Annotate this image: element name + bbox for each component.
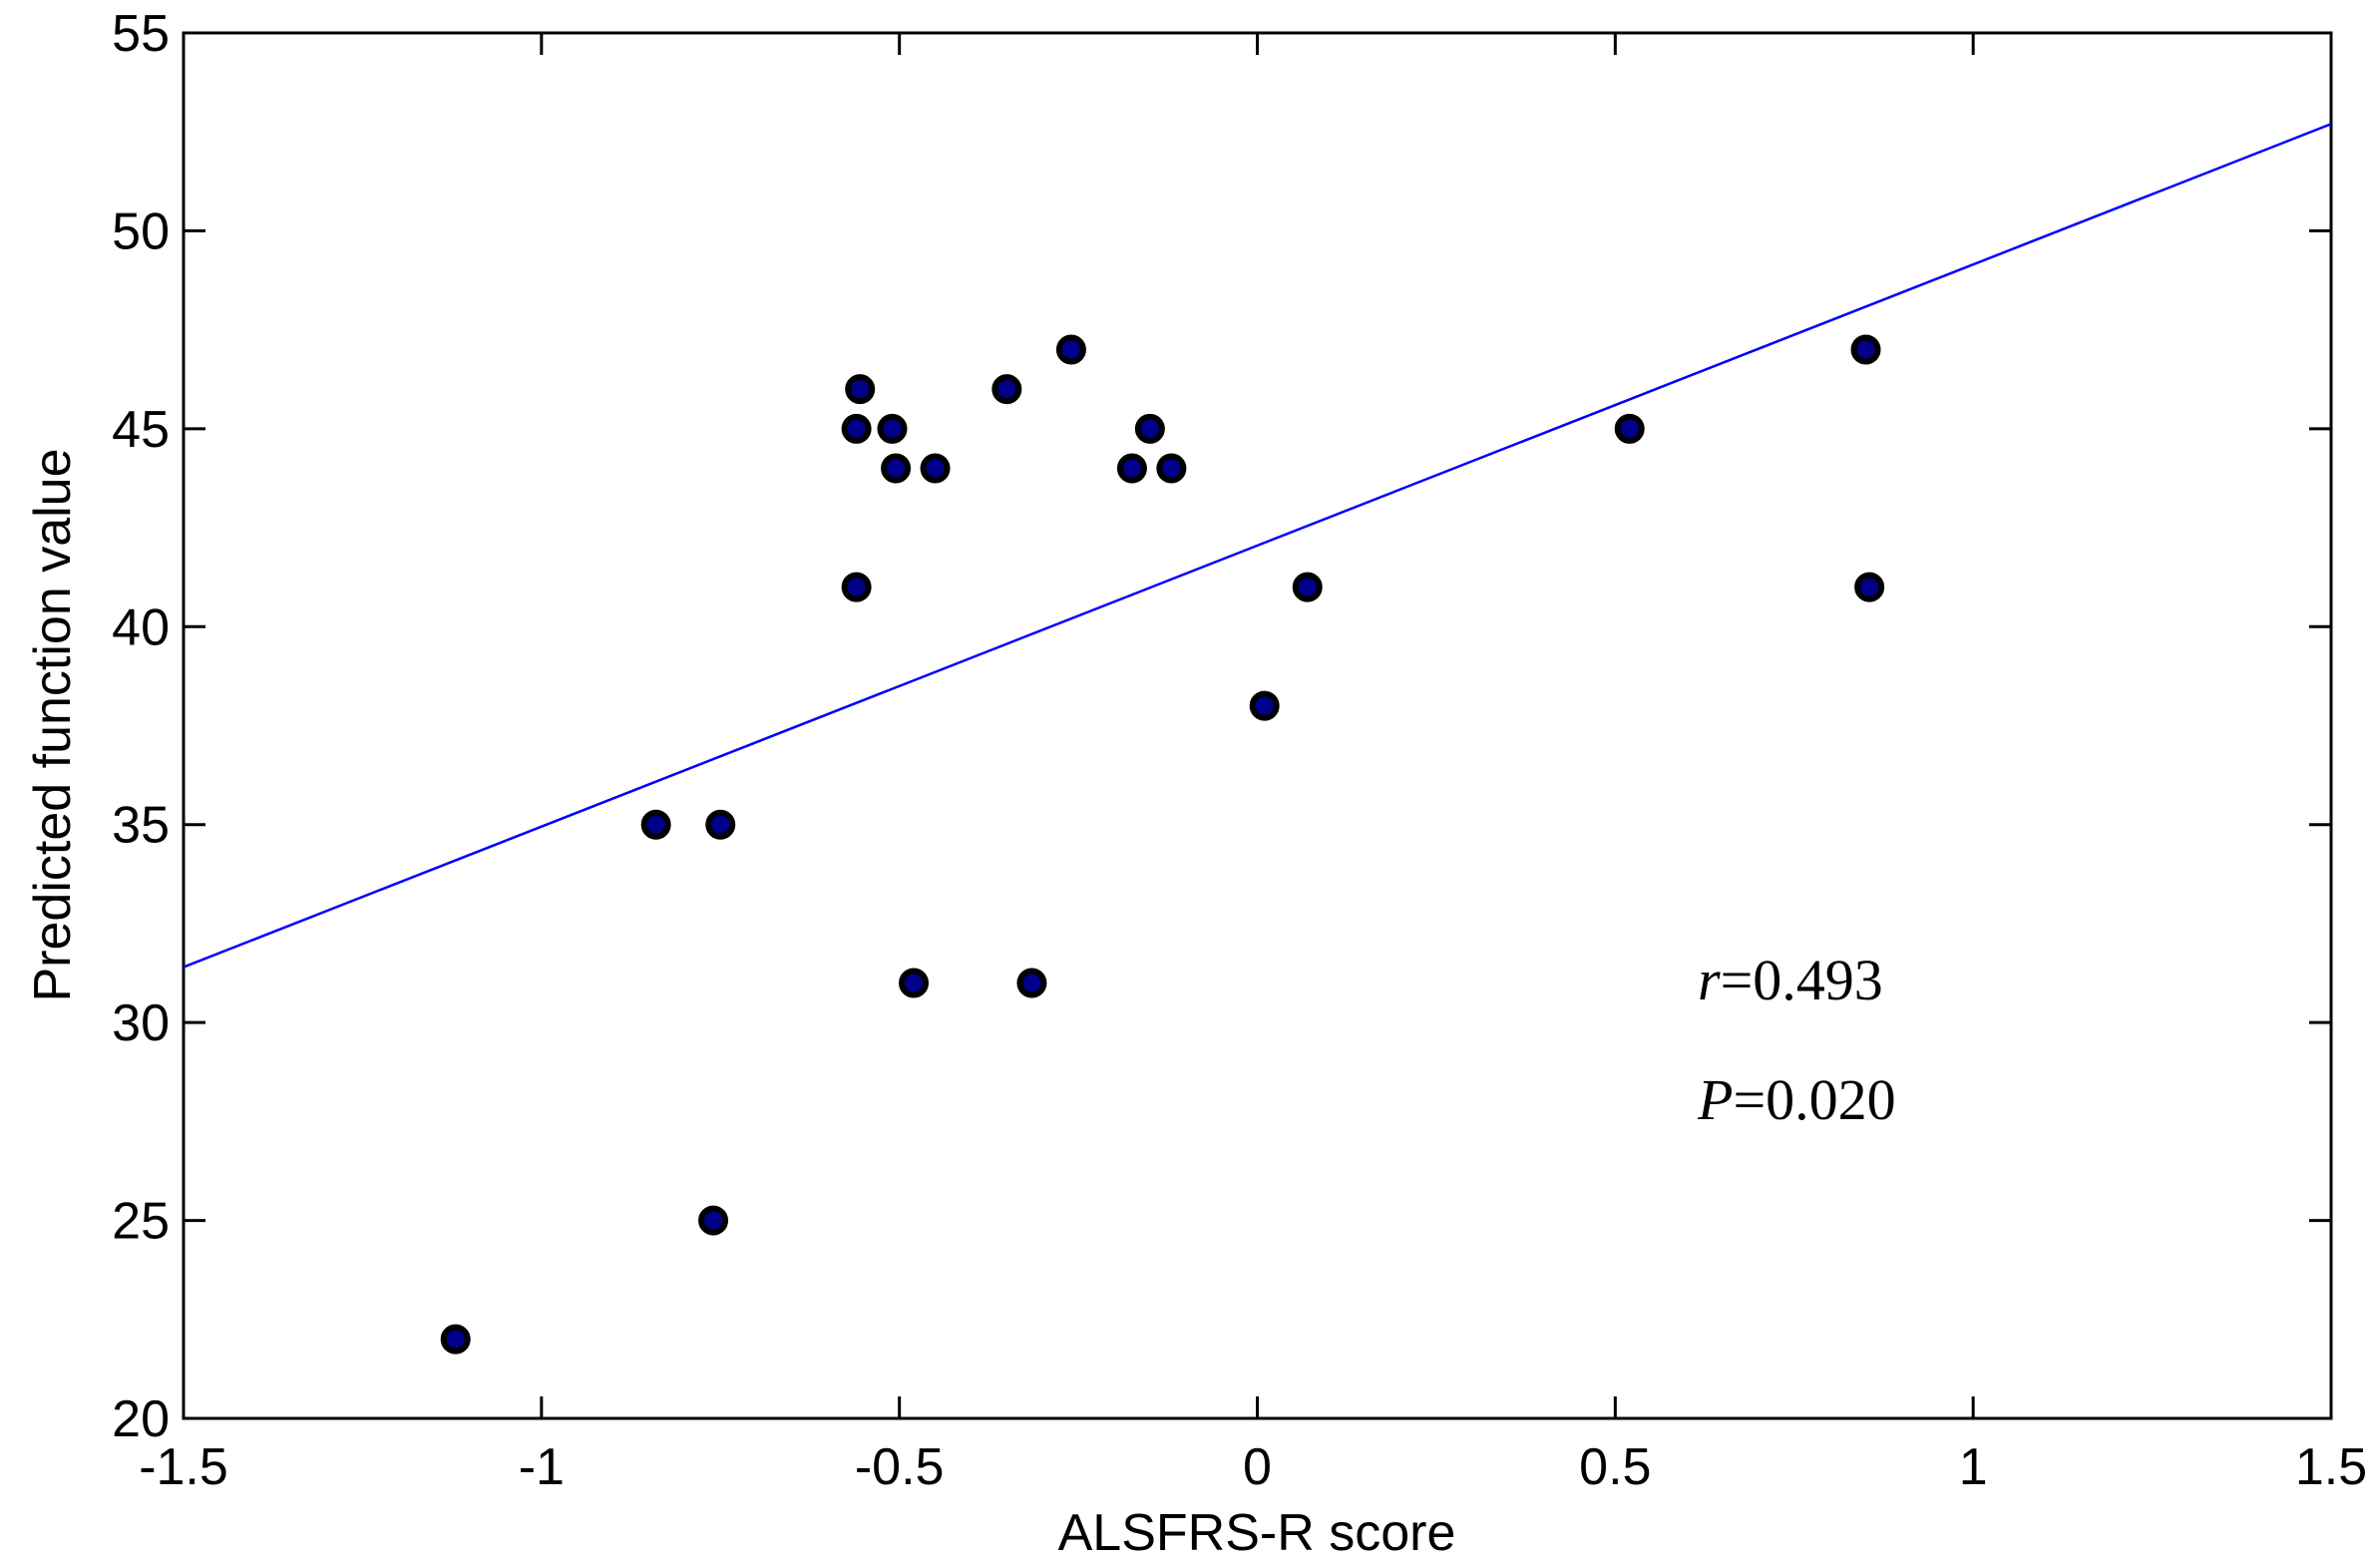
y-axis-title: Predicted function value — [24, 448, 82, 1001]
correlation-value: =0.493 — [1721, 948, 1883, 1012]
data-point — [845, 374, 876, 405]
data-point — [705, 809, 736, 840]
data-point — [1854, 572, 1885, 602]
x-tick-label: 1.5 — [2295, 1438, 2367, 1496]
data-point — [881, 453, 912, 484]
data-point — [1134, 413, 1165, 444]
x-tick-label: 0.5 — [1579, 1438, 1651, 1496]
x-tick-label: -1 — [519, 1438, 565, 1496]
y-axis: 20 25 30 35 40 45 50 55 — [112, 5, 2331, 1448]
data-point — [640, 809, 671, 840]
data-point — [1156, 453, 1187, 484]
p-value-value: =0.020 — [1733, 1067, 1895, 1132]
y-tick-label: 45 — [112, 401, 170, 459]
data-point — [1055, 334, 1086, 365]
data-point — [1016, 968, 1047, 998]
x-tick-label: 0 — [1243, 1438, 1272, 1496]
correlation-annotation: r=0.493 — [1698, 948, 1883, 1012]
y-tick-label: 50 — [112, 202, 170, 260]
data-point — [1292, 572, 1323, 602]
data-point — [1614, 413, 1645, 444]
y-tick-label: 30 — [112, 994, 170, 1052]
x-tick-label: 1 — [1959, 1438, 1988, 1496]
data-point — [877, 413, 908, 444]
x-axis-title: ALSFRS-R score — [1058, 1504, 1456, 1562]
data-point — [1850, 334, 1881, 365]
y-tick-label: 25 — [112, 1193, 170, 1251]
x-axis: -1.5 -1 -0.5 0 0.5 1 1.5 — [139, 33, 2367, 1496]
y-tick-label: 55 — [112, 5, 170, 63]
data-point — [899, 968, 930, 998]
x-tick-label: -1.5 — [139, 1438, 228, 1496]
data-point — [698, 1205, 729, 1236]
p-value-annotation: P=0.020 — [1697, 1067, 1896, 1132]
regression-line — [183, 123, 2332, 969]
y-tick-label: 40 — [112, 598, 170, 656]
data-point — [1116, 453, 1147, 484]
data-point — [920, 453, 951, 484]
data-point — [440, 1324, 471, 1355]
data-points — [440, 334, 1885, 1355]
data-point — [841, 413, 872, 444]
data-point — [991, 374, 1022, 405]
plot-area — [182, 31, 2333, 1420]
x-tick-label: -0.5 — [855, 1438, 945, 1496]
y-tick-label: 20 — [112, 1390, 170, 1448]
y-tick-label: 35 — [112, 797, 170, 855]
correlation-symbol: r — [1698, 948, 1721, 1012]
data-point — [841, 572, 872, 602]
data-point — [1249, 690, 1280, 721]
p-value-symbol: P — [1697, 1067, 1733, 1132]
